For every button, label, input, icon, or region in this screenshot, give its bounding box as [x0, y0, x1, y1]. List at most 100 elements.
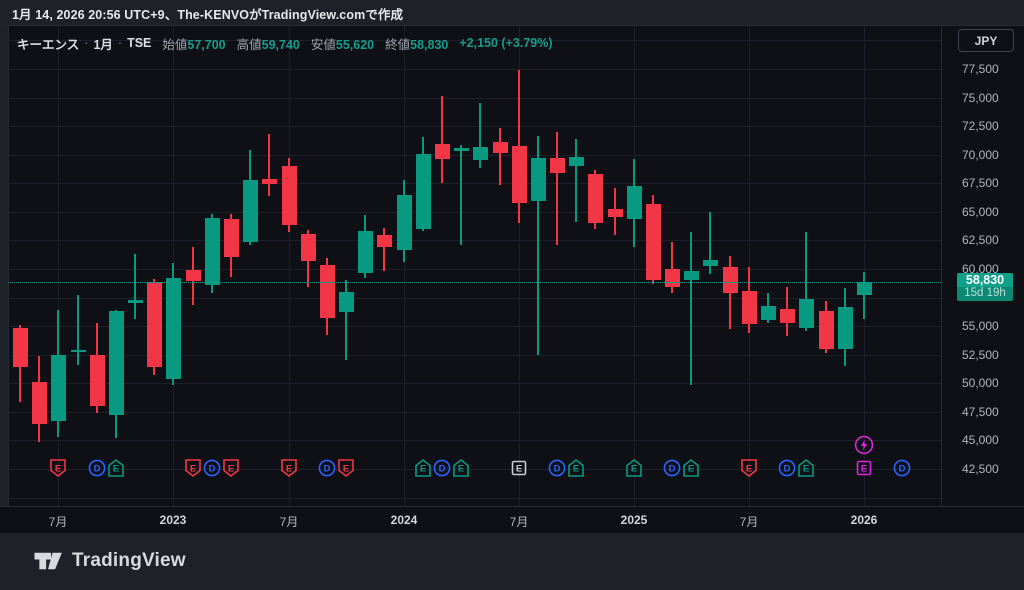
dividend-badge[interactable]: D [203, 458, 221, 483]
upcoming-event-flash-icon[interactable] [854, 435, 874, 461]
earnings-badge[interactable]: E [414, 458, 432, 483]
price-axis[interactable]: JPY 42,500 45,000 47,500 50,000 52,500 55,000… [941, 26, 1024, 534]
earnings-badge[interactable]: E [184, 458, 202, 483]
svg-text:E: E [458, 464, 464, 475]
earnings-badge[interactable]: E [682, 458, 700, 483]
svg-text:E: E [803, 464, 809, 475]
pane-left-margin [0, 26, 9, 534]
earnings-badge[interactable]: E [337, 458, 355, 483]
svg-text:D: D [899, 464, 906, 475]
candle-wick [77, 295, 79, 365]
legend-ohlc-value: 58,830 [410, 37, 449, 52]
earnings-badge[interactable]: E [452, 458, 470, 483]
candle [780, 309, 795, 323]
currency-toggle-button[interactable]: JPY [958, 29, 1014, 52]
price-gridline [8, 69, 941, 70]
earnings-badge[interactable]: E [567, 458, 585, 483]
legend-symbol[interactable]: キーエンス [17, 37, 80, 52]
dividend-badge[interactable]: D [318, 458, 336, 483]
price-gridline [8, 98, 941, 99]
candle [224, 219, 239, 257]
time-axis[interactable]: 7月 2023 7月 2024 7月 2025 7月 2026 [0, 506, 1024, 536]
symbol-legend: キーエンス · 1月 · TSE 始値57,700 高値59,740 安値55,62… [17, 34, 553, 53]
legend-ohlc-label: 終値 [385, 37, 411, 52]
earnings-badge[interactable]: E [222, 458, 240, 483]
candle [799, 299, 814, 328]
dividend-badge[interactable]: D [893, 458, 911, 483]
candle-wick [441, 96, 443, 183]
footer-bar: TradingView [0, 533, 1024, 590]
candle-wick [556, 132, 558, 245]
legend-ohlc-value: 55,620 [335, 37, 375, 52]
earnings-badge[interactable]: E [855, 458, 873, 483]
candle [262, 179, 277, 184]
candle-wick [499, 128, 501, 185]
price-tick-label: 75,000 [962, 91, 999, 105]
candle [301, 234, 316, 261]
candle-wick [805, 232, 807, 331]
candle [416, 154, 431, 229]
dividend-badge[interactable]: D [778, 458, 796, 483]
candle [320, 265, 335, 318]
dividend-badge[interactable]: D [88, 458, 106, 483]
dividend-badge[interactable]: D [433, 458, 451, 483]
candle [32, 382, 47, 424]
legend-separator: · [117, 36, 123, 50]
candle [109, 311, 124, 415]
svg-text:D: D [209, 464, 216, 475]
candle [665, 269, 680, 287]
last-price-value: 58,830 [965, 273, 1005, 287]
earnings-badge[interactable]: E [107, 458, 125, 483]
tradingview-logo-text: TradingView [72, 550, 186, 571]
candle [13, 328, 28, 367]
price-gridline [8, 412, 941, 413]
time-tick-label: 7月 [279, 515, 299, 529]
candle-wick [268, 134, 270, 196]
svg-text:E: E [343, 464, 349, 475]
candle [569, 157, 584, 166]
price-tick-label: 72,500 [962, 119, 999, 133]
time-gridline [634, 26, 635, 506]
candle [397, 195, 412, 250]
price-tick-label: 67,500 [962, 176, 999, 190]
dividend-badge[interactable]: D [663, 458, 681, 483]
legend-ohlc-label: 安値 [310, 37, 336, 52]
last-price-tag: 58,830 15d 19h [957, 273, 1013, 301]
price-gridline [8, 40, 941, 41]
svg-text:E: E [861, 464, 867, 475]
candle [243, 180, 258, 242]
legend-exchange: TSE [127, 36, 152, 50]
chart-region: E D E E D E E D E E D E E D E E D E E D E E D キーエンス · 1月 · TSE… [0, 25, 1024, 536]
legend-ohlc: 始値57,700 高値59,740 安値55,620 終値58,830 [151, 34, 448, 53]
price-tick-label: 47,500 [962, 405, 999, 419]
time-tick-label: 7月 [48, 515, 68, 529]
candle [493, 142, 508, 153]
earnings-badge[interactable]: E [510, 458, 528, 483]
candle [435, 144, 450, 159]
time-gridline [289, 26, 290, 506]
last-price-line [8, 282, 941, 283]
candle-wick [383, 228, 385, 271]
time-tick-label: 2024 [390, 513, 418, 527]
candle [703, 260, 718, 266]
earnings-badge[interactable]: E [625, 458, 643, 483]
candle [166, 278, 181, 379]
legend-ohlc-label: 高値 [236, 37, 262, 52]
dividend-badge[interactable]: D [548, 458, 566, 483]
legend-interval[interactable]: 1月 [93, 37, 113, 52]
earnings-badge[interactable]: E [280, 458, 298, 483]
earnings-badge[interactable]: E [797, 458, 815, 483]
tradingview-logo[interactable]: TradingView [33, 550, 186, 572]
price-tick-label: 65,000 [962, 205, 999, 219]
candle [71, 350, 86, 352]
svg-text:D: D [554, 464, 561, 475]
candle [473, 147, 488, 160]
earnings-badge[interactable]: E [49, 458, 67, 483]
legend-separator: · [84, 36, 89, 50]
candle-wick [690, 232, 692, 385]
tradingview-logo-icon [34, 552, 62, 570]
time-gridline [749, 26, 750, 506]
candle [627, 186, 642, 219]
earnings-badge[interactable]: E [740, 458, 758, 483]
